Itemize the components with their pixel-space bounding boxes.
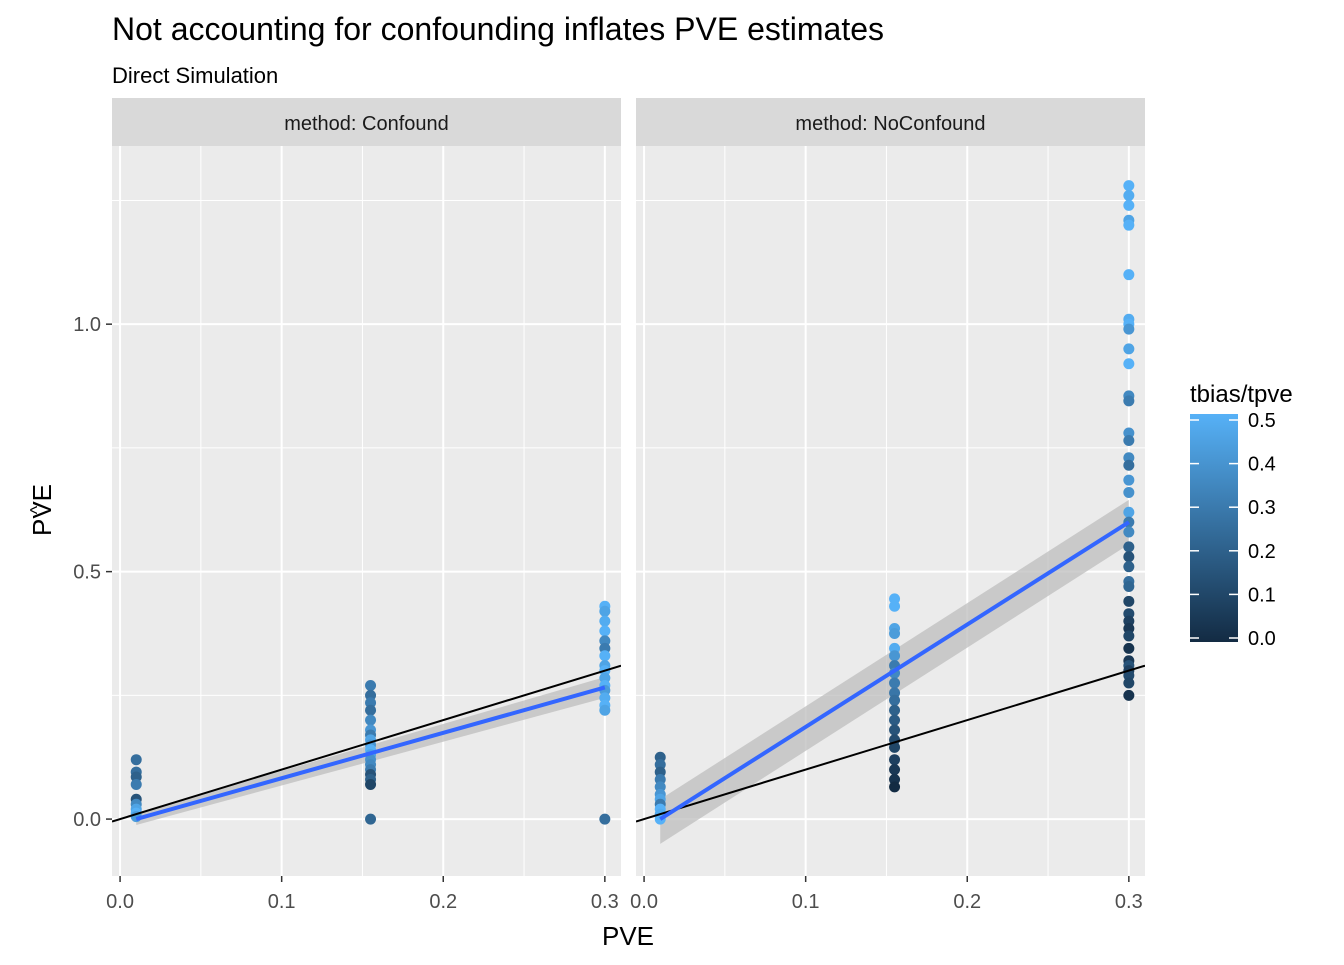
data-point: [889, 694, 901, 706]
data-point: [1123, 395, 1135, 407]
x-axis-title: PVE: [602, 921, 654, 951]
x-tick-label: 0.0: [106, 891, 134, 913]
facet-strip-label: method: NoConfound: [795, 113, 985, 135]
data-point: [1123, 689, 1135, 701]
data-point: [599, 813, 611, 825]
facet-panel: method: Confound 0.0 0.1 0.2 0.3: [106, 98, 621, 913]
data-point: [599, 704, 611, 716]
colorbar-legend: tbias/tpve 0.0 0.1 0.2 0.3 0.4 0.5: [1190, 381, 1293, 650]
data-point: [1123, 506, 1135, 518]
panel-background: [636, 146, 1145, 876]
data-point: [1123, 561, 1135, 573]
identity-reference-line: [636, 664, 1145, 823]
data-point: [1123, 189, 1135, 201]
data-point: [1123, 642, 1135, 654]
x-tick-label: 0.3: [591, 891, 619, 913]
data-point: [365, 778, 377, 790]
x-tick-label: 0.2: [953, 891, 981, 913]
y-axis: 0.0 0.5 1.0: [73, 314, 112, 831]
data-point: [1123, 677, 1135, 689]
data-point: [1123, 199, 1135, 211]
data-point: [889, 741, 901, 753]
data-point: [1123, 358, 1135, 370]
x-tick-label: 0.3: [1115, 891, 1143, 913]
data-point: [1123, 434, 1135, 446]
data-point: [599, 650, 611, 662]
data-point: [889, 600, 901, 612]
colorbar-tick-label: 0.0: [1248, 628, 1276, 650]
colorbar-tick-label: 0.2: [1248, 541, 1276, 563]
y-tick-label: 1.0: [73, 314, 101, 336]
data-point: [1123, 219, 1135, 231]
data-point: [130, 778, 142, 790]
data-point: [1123, 595, 1135, 607]
data-point: [889, 724, 901, 736]
data-point: [1123, 551, 1135, 563]
data-point: [599, 625, 611, 637]
data-point: [365, 813, 377, 825]
data-point: [130, 754, 142, 766]
data-points: [130, 600, 611, 825]
x-tick-label: 0.1: [792, 891, 820, 913]
data-point: [1123, 459, 1135, 471]
data-point: [1123, 541, 1135, 553]
y-axis-title: PVE: [27, 484, 57, 536]
data-point: [365, 704, 377, 716]
x-tick-label: 0.0: [630, 891, 658, 913]
smooth-fit-line: [135, 685, 606, 822]
x-tick-label: 0.2: [429, 891, 457, 913]
chart-title: Not accounting for confounding inflates …: [112, 11, 884, 47]
data-point: [889, 677, 901, 689]
data-point: [599, 605, 611, 617]
x-tick-label: 0.1: [268, 891, 296, 913]
colorbar-tick-label: 0.3: [1248, 497, 1276, 519]
smooth-fit-line: [659, 520, 1130, 821]
identity-reference-line: [112, 664, 621, 823]
legend-title: tbias/tpve: [1190, 381, 1293, 408]
y-axis-title-group: PVE ^: [27, 484, 57, 536]
facet-strip-label: method: Confound: [284, 113, 449, 135]
data-point: [365, 714, 377, 726]
data-point: [1123, 474, 1135, 486]
colorbar-tick-label: 0.4: [1248, 454, 1276, 476]
data-point: [889, 754, 901, 766]
facet-strip: [112, 98, 621, 146]
data-point: [889, 627, 901, 639]
data-point: [1123, 323, 1135, 335]
chart-subtitle: Direct Simulation: [112, 63, 278, 88]
data-point: [889, 764, 901, 776]
data-point: [1123, 343, 1135, 355]
data-point: [365, 679, 377, 691]
data-point: [889, 650, 901, 662]
data-point: [1123, 486, 1135, 498]
facet-strip: [636, 98, 1145, 146]
data-point: [889, 714, 901, 726]
data-point: [889, 781, 901, 793]
colorbar-ticks: 0.0 0.1 0.2 0.3 0.4 0.5: [1190, 410, 1276, 650]
data-point: [889, 704, 901, 716]
colorbar-tick-label: 0.1: [1248, 584, 1276, 606]
y-tick-label: 0.5: [73, 562, 101, 584]
data-point: [1123, 630, 1135, 642]
colorbar: [1190, 414, 1238, 642]
colorbar-tick-label: 0.5: [1248, 410, 1276, 432]
y-tick-label: 0.0: [73, 809, 101, 831]
data-point: [1123, 580, 1135, 592]
facet-panel: method: NoConfound 0.0 0.1 0.2 0.3: [630, 98, 1145, 913]
data-point: [1123, 269, 1135, 281]
data-point: [599, 615, 611, 627]
data-point: [1123, 180, 1135, 192]
y-axis-title-hat: ^: [27, 505, 47, 514]
data-point: [1123, 526, 1135, 538]
